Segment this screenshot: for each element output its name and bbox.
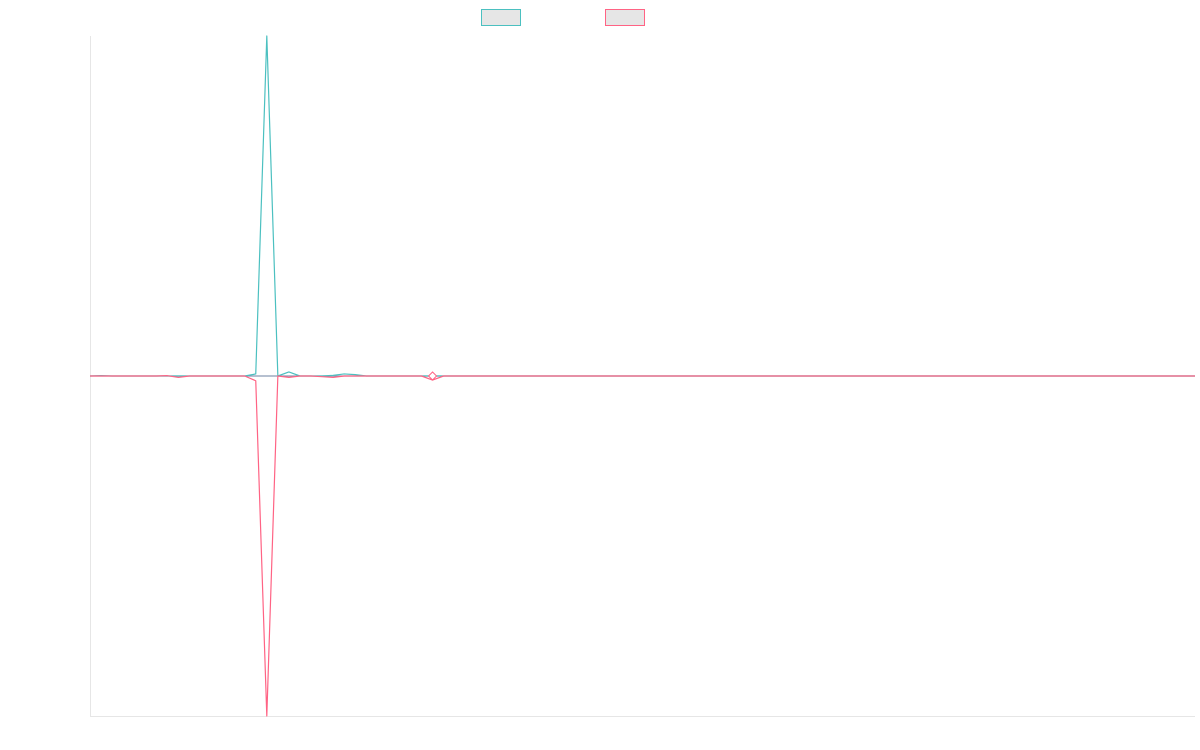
legend-swatch-1 (481, 9, 521, 26)
legend-swatch-2 (605, 9, 645, 26)
legend-item-2[interactable] (605, 9, 645, 26)
legend (481, 9, 645, 26)
series-2-line (90, 375, 1195, 717)
data-point-marker[interactable] (427, 371, 438, 381)
plot-area (89, 35, 1195, 717)
series-1-line (89, 35, 1195, 377)
series-2 (90, 375, 1195, 717)
series-1 (89, 35, 1195, 377)
legend-item-1[interactable] (481, 9, 521, 26)
